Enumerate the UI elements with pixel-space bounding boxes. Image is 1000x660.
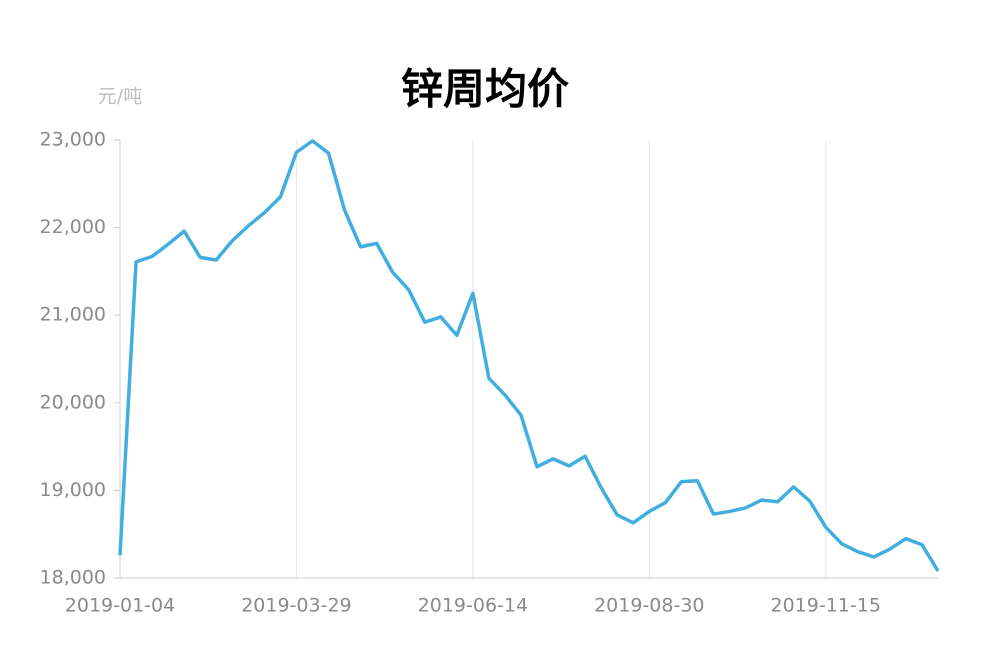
x-tick-label: 2019-03-29: [241, 595, 351, 617]
x-tick-label: 2019-08-30: [594, 595, 704, 617]
y-tick-label: 22,000: [40, 216, 106, 238]
chart-title: 锌周均价: [401, 65, 569, 114]
y-tick-label: 21,000: [40, 304, 106, 326]
x-tick-label: 2019-06-14: [418, 595, 528, 617]
y-axis-label: 元/吨: [98, 86, 142, 108]
x-tick-label: 2019-11-15: [771, 595, 881, 617]
y-tick-label: 19,000: [40, 479, 106, 501]
line: [118, 139, 940, 572]
x-tick-label: 2019-01-04: [65, 595, 175, 617]
y-tick-label: 18,000: [40, 567, 106, 589]
y-tick-label: 23,000: [40, 129, 106, 151]
y-tick-label: 20,000: [40, 391, 106, 413]
